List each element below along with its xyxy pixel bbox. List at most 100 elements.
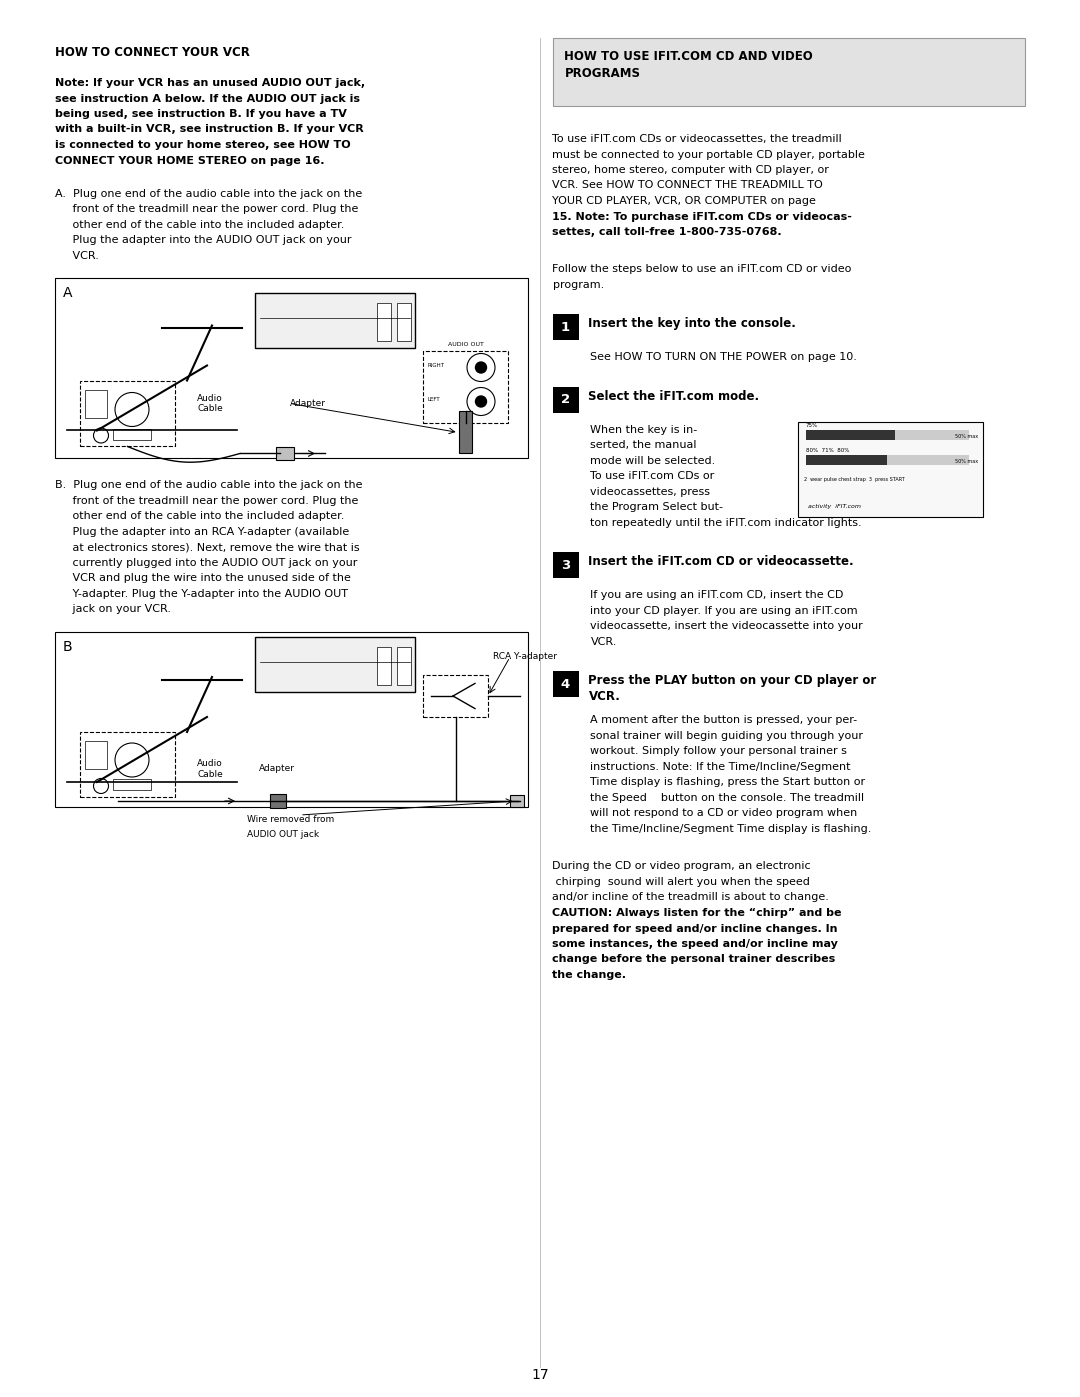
- Text: B.  Plug one end of the audio cable into the jack on the: B. Plug one end of the audio cable into …: [55, 481, 363, 490]
- Bar: [55, 631, 527, 807]
- Text: Audio
Cable: Audio Cable: [198, 760, 222, 778]
- Text: B: B: [63, 640, 72, 654]
- Text: Follow the steps below to use an iFIT.com CD or video: Follow the steps below to use an iFIT.co…: [553, 264, 852, 274]
- Bar: [806, 430, 895, 440]
- Text: prepared for speed and/or incline changes. In: prepared for speed and/or incline change…: [553, 923, 838, 933]
- Text: CAUTION: Always listen for the “chirp” and be: CAUTION: Always listen for the “chirp” a…: [553, 908, 842, 918]
- Text: will not respond to a CD or video program when: will not respond to a CD or video progra…: [591, 809, 858, 819]
- Bar: [797, 422, 983, 517]
- Text: the Program Select but-: the Program Select but-: [591, 503, 724, 513]
- Text: Insert the iFIT.com CD or videocassette.: Insert the iFIT.com CD or videocassette.: [589, 556, 854, 569]
- Circle shape: [475, 395, 486, 407]
- Bar: [397, 647, 411, 685]
- Bar: [276, 447, 294, 460]
- Text: VCR and plug the wire into the unused side of the: VCR and plug the wire into the unused si…: [55, 574, 351, 584]
- Text: serted, the manual: serted, the manual: [591, 440, 697, 450]
- Bar: [806, 455, 969, 465]
- Text: 2  wear pulse chest strap  3  press START: 2 wear pulse chest strap 3 press START: [804, 476, 904, 482]
- Text: AUDIO OUT jack: AUDIO OUT jack: [247, 830, 319, 840]
- Text: front of the treadmill near the power cord. Plug the: front of the treadmill near the power co…: [55, 204, 359, 215]
- Text: stereo, home stereo, computer with CD player, or: stereo, home stereo, computer with CD pl…: [553, 165, 829, 175]
- Text: RIGHT: RIGHT: [428, 363, 445, 367]
- Text: VCR.: VCR.: [591, 637, 617, 647]
- Text: Y-adapter. Plug the Y-adapter into the AUDIO OUT: Y-adapter. Plug the Y-adapter into the A…: [55, 590, 348, 599]
- Text: change before the personal trainer describes: change before the personal trainer descr…: [553, 954, 836, 964]
- Bar: [806, 430, 969, 440]
- Text: YOUR CD PLAYER, VCR, OR COMPUTER on page: YOUR CD PLAYER, VCR, OR COMPUTER on page: [553, 196, 816, 205]
- Text: videocassette, insert the videocassette into your: videocassette, insert the videocassette …: [591, 622, 863, 631]
- Text: some instances, the speed and/or incline may: some instances, the speed and/or incline…: [553, 939, 838, 949]
- Text: Adapter: Adapter: [259, 764, 295, 774]
- Text: 17: 17: [531, 1368, 549, 1382]
- Text: VCR.: VCR.: [589, 690, 620, 703]
- Text: the change.: the change.: [553, 970, 626, 981]
- Text: Plug the adapter into the AUDIO OUT jack on your: Plug the adapter into the AUDIO OUT jack…: [55, 236, 351, 246]
- Text: see instruction A below. If the AUDIO OUT jack is: see instruction A below. If the AUDIO OU…: [55, 94, 360, 103]
- Bar: [377, 647, 391, 685]
- Bar: [553, 314, 579, 341]
- Text: Time display is flashing, press the Start button or: Time display is flashing, press the Star…: [591, 778, 866, 788]
- Bar: [510, 795, 524, 807]
- Bar: [255, 293, 415, 348]
- Bar: [113, 780, 151, 791]
- Text: 2: 2: [561, 394, 570, 407]
- Text: RCA Y-adapter: RCA Y-adapter: [492, 652, 557, 662]
- Text: 50% max: 50% max: [956, 434, 978, 439]
- Bar: [423, 352, 508, 423]
- Bar: [85, 391, 107, 419]
- Text: must be connected to your portable CD player, portable: must be connected to your portable CD pl…: [553, 149, 865, 159]
- Bar: [80, 381, 175, 447]
- Text: jack on your VCR.: jack on your VCR.: [55, 605, 171, 615]
- Text: Plug the adapter into an RCA Y-adapter (available: Plug the adapter into an RCA Y-adapter (…: [55, 527, 349, 536]
- Text: and/or incline of the treadmill is about to change.: and/or incline of the treadmill is about…: [553, 893, 829, 902]
- Bar: [85, 740, 107, 768]
- Text: 50% max: 50% max: [956, 460, 978, 464]
- Circle shape: [475, 362, 486, 373]
- Text: activity  iFIT.com: activity iFIT.com: [804, 504, 861, 509]
- Text: During the CD or video program, an electronic: During the CD or video program, an elect…: [553, 862, 811, 872]
- Text: Wire removed from: Wire removed from: [247, 814, 334, 824]
- Text: VCR. See HOW TO CONNECT THE TREADMILL TO: VCR. See HOW TO CONNECT THE TREADMILL TO: [553, 180, 823, 190]
- Text: instructions. Note: If the Time/Incline/Segment: instructions. Note: If the Time/Incline/…: [591, 761, 851, 773]
- Bar: [55, 278, 527, 458]
- Bar: [255, 637, 415, 692]
- Text: 4: 4: [561, 678, 570, 692]
- Text: other end of the cable into the included adapter.: other end of the cable into the included…: [55, 219, 345, 231]
- Text: ton repeatedly until the iFIT.com indicator lights.: ton repeatedly until the iFIT.com indica…: [591, 518, 862, 528]
- Text: is connected to your home stereo, see HOW TO: is connected to your home stereo, see HO…: [55, 140, 351, 149]
- Text: workout. Simply follow your personal trainer s: workout. Simply follow your personal tra…: [591, 746, 848, 757]
- Text: mode will be selected.: mode will be selected.: [591, 455, 716, 467]
- Text: To use iFIT.com CDs or: To use iFIT.com CDs or: [591, 472, 715, 482]
- Text: VCR.: VCR.: [55, 251, 99, 261]
- Text: 3: 3: [561, 559, 570, 571]
- Text: When the key is in-: When the key is in-: [591, 425, 698, 434]
- Bar: [553, 672, 579, 697]
- Bar: [806, 455, 887, 465]
- Bar: [553, 552, 579, 578]
- Text: the Speed    button on the console. The treadmill: the Speed button on the console. The tre…: [591, 793, 865, 803]
- Text: If you are using an iFIT.com CD, insert the CD: If you are using an iFIT.com CD, insert …: [591, 591, 843, 601]
- Text: chirping  sound will alert you when the speed: chirping sound will alert you when the s…: [553, 877, 810, 887]
- Bar: [423, 675, 488, 717]
- Text: A: A: [63, 286, 72, 300]
- Text: with a built-in VCR, see instruction B. If your VCR: with a built-in VCR, see instruction B. …: [55, 124, 364, 134]
- Text: 1: 1: [561, 321, 570, 334]
- Text: 75%: 75%: [806, 423, 818, 427]
- Text: sonal trainer will begin guiding you through your: sonal trainer will begin guiding you thr…: [591, 731, 864, 740]
- Text: Insert the key into the console.: Insert the key into the console.: [589, 317, 796, 331]
- Text: videocassettes, press: videocassettes, press: [591, 488, 711, 497]
- Text: Adapter: Adapter: [291, 400, 326, 408]
- Text: other end of the cable into the included adapter.: other end of the cable into the included…: [55, 511, 345, 521]
- Text: being used, see instruction B. If you have a TV: being used, see instruction B. If you ha…: [55, 109, 347, 119]
- Text: See HOW TO TURN ON THE POWER on page 10.: See HOW TO TURN ON THE POWER on page 10.: [591, 352, 858, 362]
- Text: Note: If your VCR has an unused AUDIO OUT jack,: Note: If your VCR has an unused AUDIO OU…: [55, 78, 365, 88]
- Text: settes, call toll-free 1-800-735-0768.: settes, call toll-free 1-800-735-0768.: [553, 226, 782, 237]
- Text: Audio
Cable: Audio Cable: [198, 394, 222, 414]
- Text: currently plugged into the AUDIO OUT jack on your: currently plugged into the AUDIO OUT jac…: [55, 557, 357, 569]
- Bar: [80, 732, 175, 798]
- Bar: [377, 303, 391, 341]
- Bar: [459, 412, 472, 454]
- Text: Press the PLAY button on your CD player or: Press the PLAY button on your CD player …: [589, 675, 877, 687]
- Bar: [270, 793, 286, 807]
- Text: the Time/Incline/Segment Time display is flashing.: the Time/Incline/Segment Time display is…: [591, 824, 872, 834]
